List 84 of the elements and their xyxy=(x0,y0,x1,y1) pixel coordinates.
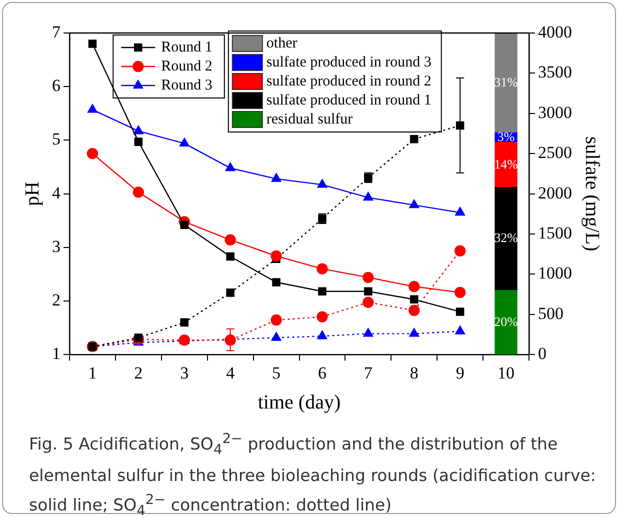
point xyxy=(316,311,328,322)
y2-tick-label: 3000 xyxy=(538,102,572,122)
point xyxy=(454,286,466,298)
y-tick-label: 7 xyxy=(52,22,61,42)
x-tick-label: 6 xyxy=(318,363,326,382)
x-axis-title: time (day) xyxy=(258,391,341,414)
bar xyxy=(494,142,518,188)
point xyxy=(271,332,282,341)
point xyxy=(134,334,143,342)
point xyxy=(408,280,420,292)
x-tick-label: 4 xyxy=(226,363,236,382)
point xyxy=(363,328,374,337)
y-tick-label: 6 xyxy=(52,76,60,96)
text: Fig. 5 Acidification, SO$_{4}$$^{2−}$ production and the distribution of the elemental sulfur in the three bioleaching rounds (acidification curve: solid line; SO$_{4}$$^{2−}$ concentration: dotted line) xyxy=(29,431,596,519)
annotation: 31% xyxy=(494,74,518,90)
point xyxy=(224,234,236,246)
y2-tick-label: 2000 xyxy=(538,183,572,202)
point xyxy=(179,138,190,147)
legend-label: other xyxy=(266,35,298,52)
x-tick-label: 9 xyxy=(456,363,464,382)
point xyxy=(362,296,374,308)
point xyxy=(456,308,464,316)
point xyxy=(362,272,374,284)
point xyxy=(455,326,466,334)
x-tick-label: 8 xyxy=(410,363,418,382)
x-tick-label: 10 xyxy=(498,363,515,382)
point xyxy=(226,252,234,261)
point xyxy=(132,186,144,198)
point xyxy=(454,245,466,256)
point xyxy=(363,192,374,201)
annotation: 3% xyxy=(497,128,515,144)
point xyxy=(86,148,98,160)
legend-label: Round 3 xyxy=(161,77,212,94)
point xyxy=(318,287,326,296)
y2-axis-title: sulfate (mg/L) xyxy=(580,136,603,252)
point xyxy=(364,287,372,296)
y-tick-label: 1 xyxy=(52,344,60,364)
y2-tick-label: 1000 xyxy=(538,264,572,283)
y-axis-title: pH xyxy=(21,182,44,206)
y2-tick-label: 0 xyxy=(538,344,546,364)
point xyxy=(409,199,420,208)
y2-tick-label: 3500 xyxy=(538,62,572,82)
x-tick-label: 5 xyxy=(272,363,281,382)
y-tick-label: 4 xyxy=(52,183,61,202)
legend-label: residual sulfur xyxy=(266,111,353,128)
legend-label: sulfate produced in round 2 xyxy=(266,73,432,90)
y2-tick-label: 2500 xyxy=(538,143,572,162)
x-tick-label: 2 xyxy=(134,363,143,382)
point xyxy=(317,179,328,188)
legend-label: Round 1 xyxy=(161,39,212,56)
point xyxy=(133,125,144,134)
annotation: 32% xyxy=(494,230,518,246)
point xyxy=(88,104,98,113)
annotation: 14% xyxy=(494,156,518,172)
point xyxy=(180,220,189,230)
point xyxy=(272,278,280,286)
legend-label: Round 2 xyxy=(161,58,212,74)
point xyxy=(271,173,282,182)
point xyxy=(316,263,328,274)
point xyxy=(270,250,282,262)
point xyxy=(226,288,234,297)
y-tick-label: 3 xyxy=(52,236,60,256)
y-tick-label: 2 xyxy=(52,290,60,310)
x-tick-label: 1 xyxy=(88,363,97,382)
x-tick-label: 7 xyxy=(364,363,373,382)
point xyxy=(410,295,418,304)
x-tick-label: 3 xyxy=(180,363,189,382)
point xyxy=(225,162,236,172)
point xyxy=(409,328,420,337)
bar xyxy=(494,290,518,354)
legend-label: sulfate produced in round 3 xyxy=(266,54,432,70)
y-tick-label: 5 xyxy=(52,130,60,149)
annotation: 20% xyxy=(494,314,518,329)
y2-tick-label: 500 xyxy=(538,304,564,323)
legend-label: sulfate produced in round 1 xyxy=(266,92,432,108)
point xyxy=(410,134,418,144)
point xyxy=(455,206,466,216)
point xyxy=(134,138,143,146)
point xyxy=(180,318,189,327)
y2-tick-label: 4000 xyxy=(538,22,572,42)
y2-tick-label: 1500 xyxy=(538,223,572,242)
bar xyxy=(494,187,518,291)
point xyxy=(317,330,328,340)
bar xyxy=(494,33,518,134)
